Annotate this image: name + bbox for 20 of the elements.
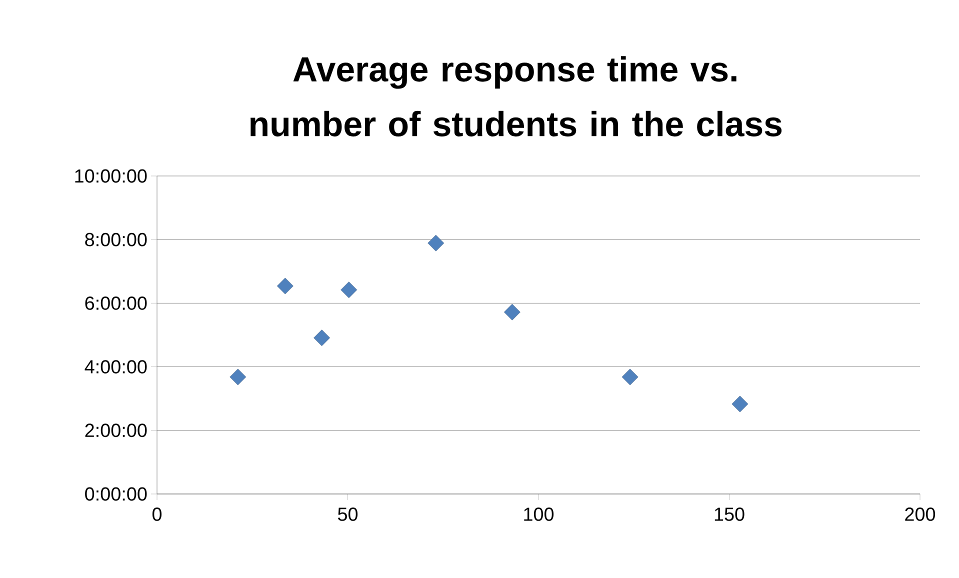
point — [230, 368, 246, 386]
point — [732, 396, 748, 412]
x-tick-label: 50 — [338, 508, 358, 521]
x-tick-label: 100 — [524, 508, 554, 521]
y-tick-label: 4:00:00 — [84, 360, 147, 374]
x-tick-label: 150 — [714, 508, 744, 521]
point — [504, 304, 520, 320]
y-tick-label: 6:00:00 — [85, 296, 147, 310]
point — [622, 368, 638, 386]
y-tick-label: 10:00:00 — [75, 169, 147, 183]
chart-title: Average response time vs. number of students in the class — [250, 56, 782, 136]
x-tick-label: 200 — [905, 508, 936, 521]
point — [340, 282, 358, 298]
y-tick-label: 0:00:00 — [85, 487, 147, 501]
x-tick-label: 0 — [152, 508, 162, 521]
y-tick-label: 2:00:00 — [85, 424, 147, 438]
point — [428, 234, 444, 252]
point — [314, 330, 330, 346]
point — [277, 278, 294, 294]
y-tick-label: 8:00:00 — [85, 232, 147, 246]
